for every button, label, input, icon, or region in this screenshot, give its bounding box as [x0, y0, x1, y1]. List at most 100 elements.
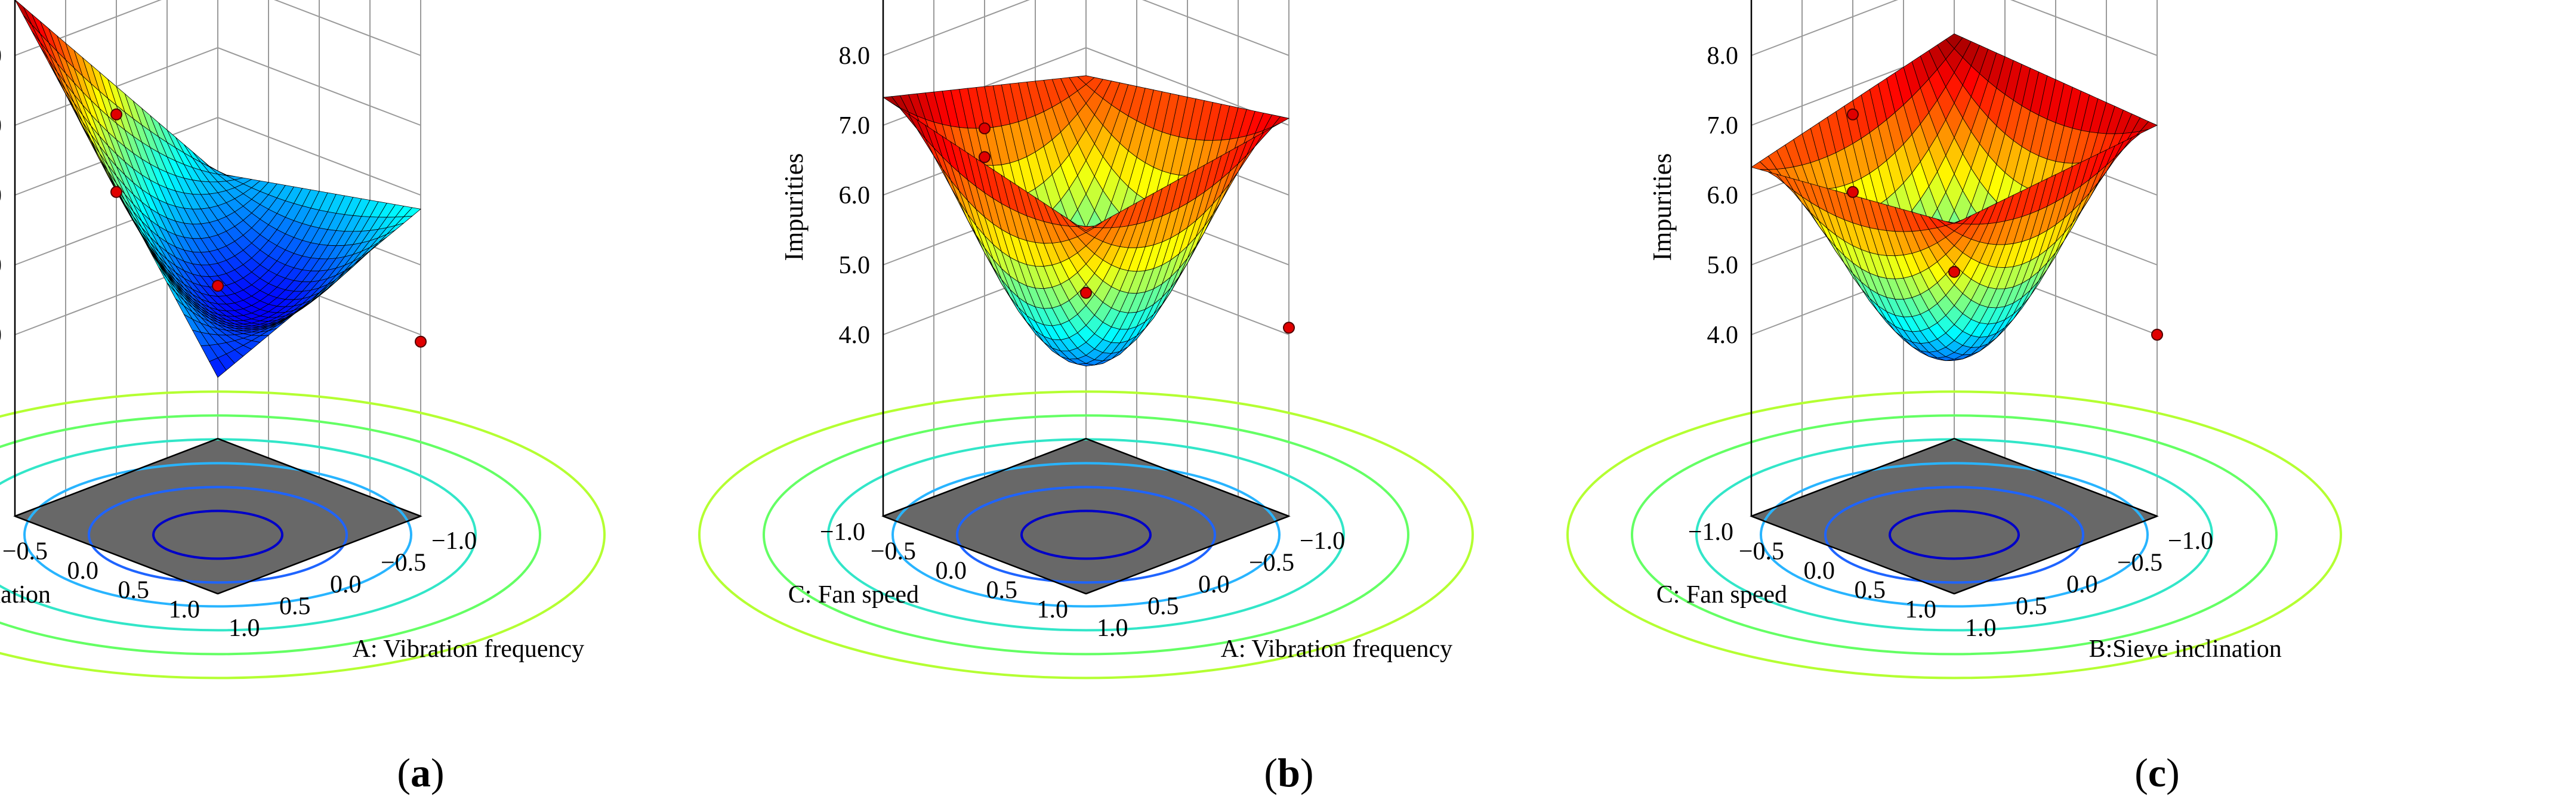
- box-edge: [217, 515, 421, 595]
- y-tick-label: −1.0: [1688, 518, 1733, 546]
- design-point: [110, 186, 122, 198]
- y-tick-label: −0.5: [1739, 538, 1784, 566]
- contour-line: [0, 390, 606, 680]
- contour-line: [152, 510, 283, 560]
- wall-gridline-z: [883, 0, 1289, 56]
- wall-gridline-z: [14, 0, 421, 56]
- contour-line: [1889, 510, 2020, 560]
- contour-line: [23, 462, 412, 608]
- y-tick-label: −0.5: [2, 538, 48, 566]
- x-axis-label: A: Vibration frequency: [353, 635, 585, 663]
- surface-cell: [209, 357, 227, 378]
- design-point: [1847, 108, 1859, 121]
- y-tick-label: 1.0: [1905, 596, 1937, 623]
- design-point: [1847, 186, 1859, 198]
- contour-line: [1824, 486, 2084, 584]
- design-point: [2151, 329, 2163, 341]
- y-tick-label: 1.0: [1037, 596, 1069, 623]
- y-tick-label: 0.0: [936, 557, 967, 585]
- x-tick-label: −1.0: [1300, 527, 1345, 555]
- x-tick-label: 0.0: [1198, 571, 1230, 598]
- box-edge: [883, 438, 1087, 517]
- z-axis-label: Impurities: [1648, 153, 1677, 261]
- x-tick-label: 0.5: [1147, 593, 1179, 620]
- box-edge: [1085, 515, 1289, 595]
- z-tick-label: 7.0: [0, 112, 2, 140]
- design-point: [415, 335, 427, 348]
- contour-line: [88, 486, 348, 584]
- x-tick-label: 1.0: [1965, 615, 1997, 642]
- box-edge: [14, 515, 218, 595]
- box-edge: [883, 515, 1087, 595]
- z-tick-label: 6.0: [0, 182, 2, 209]
- box-edge: [217, 438, 421, 517]
- x-tick-label: −0.5: [1249, 549, 1294, 577]
- design-point: [1080, 286, 1092, 299]
- design-point: [1283, 322, 1295, 334]
- y-axis-label: C: Fan speed: [788, 581, 919, 609]
- panel-a: 4.05.06.07.08.09.0Impurities−1.0−0.50.00…: [0, 0, 606, 680]
- contour-line: [698, 390, 1474, 680]
- panel-c: 4.05.06.07.08.09.0Impurities−1.0−0.50.00…: [1566, 0, 2342, 680]
- design-point: [1948, 265, 1960, 278]
- z-tick-label: 6.0: [839, 182, 871, 209]
- x-tick-label: −1.0: [431, 527, 477, 555]
- contour-line: [1631, 414, 2278, 656]
- contour-line: [1566, 390, 2342, 680]
- z-tick-label: 8.0: [0, 42, 2, 70]
- box-edge: [1954, 438, 2158, 517]
- box-edge: [1751, 515, 1955, 595]
- z-tick-label: 4.0: [1707, 322, 1739, 349]
- caption-b: (b): [1264, 750, 1313, 795]
- contour-line: [763, 414, 1409, 656]
- y-tick-label: 1.0: [169, 596, 200, 623]
- z-tick-label: 4.0: [0, 322, 2, 349]
- contour-line: [0, 414, 541, 656]
- y-tick-label: 0.0: [67, 557, 99, 585]
- x-tick-label: 0.0: [2066, 571, 2098, 598]
- y-tick-label: 0.5: [986, 577, 1018, 604]
- panel-b: 4.05.06.07.08.09.0Impurities−1.0−0.50.00…: [698, 0, 1474, 680]
- y-axis-label: C: Fan speed: [1656, 581, 1787, 609]
- z-tick-label: 8.0: [839, 42, 871, 70]
- y-tick-label: 0.5: [1855, 577, 1886, 604]
- x-tick-label: 0.5: [2016, 593, 2047, 620]
- design-point: [979, 122, 991, 135]
- box-edge: [1085, 438, 1289, 517]
- z-tick-label: 5.0: [0, 252, 2, 279]
- z-tick-label: 7.0: [1707, 112, 1739, 140]
- z-tick-label: 5.0: [1707, 252, 1739, 279]
- design-point: [212, 280, 224, 292]
- caption-c: (c): [2134, 750, 2180, 795]
- x-tick-label: 1.0: [1097, 615, 1128, 642]
- contour-line: [891, 462, 1281, 608]
- box-edge: [14, 438, 218, 517]
- x-axis-label: B:Sieve inclination: [2089, 635, 2282, 663]
- z-tick-label: 6.0: [1707, 182, 1739, 209]
- y-tick-label: 0.0: [1804, 557, 1835, 585]
- surface-cell: [1077, 225, 1095, 231]
- x-axis-label: A: Vibration frequency: [1221, 635, 1453, 663]
- design-point: [110, 108, 122, 121]
- y-axis-label: B: Sieve inclination: [0, 581, 51, 609]
- z-tick-label: 5.0: [839, 252, 871, 279]
- y-tick-label: −0.5: [871, 538, 916, 566]
- z-tick-label: 4.0: [839, 322, 871, 349]
- box-edge: [1751, 438, 1955, 517]
- x-tick-label: −1.0: [2168, 527, 2213, 555]
- z-axis-label: Impurities: [779, 153, 809, 261]
- x-tick-label: 0.0: [330, 571, 362, 598]
- x-tick-label: 1.0: [229, 615, 260, 642]
- z-tick-label: 7.0: [839, 112, 871, 140]
- design-point: [979, 151, 991, 163]
- z-tick-label: 8.0: [1707, 42, 1739, 70]
- wall-gridline-z: [1751, 0, 2158, 56]
- caption-a: (a): [397, 750, 444, 795]
- x-tick-label: 0.5: [279, 593, 311, 620]
- surface-cell: [1945, 219, 1963, 224]
- contour-line: [956, 486, 1216, 584]
- x-tick-label: −0.5: [2117, 549, 2162, 577]
- contour-line: [1020, 510, 1152, 560]
- y-tick-label: 0.5: [118, 577, 150, 604]
